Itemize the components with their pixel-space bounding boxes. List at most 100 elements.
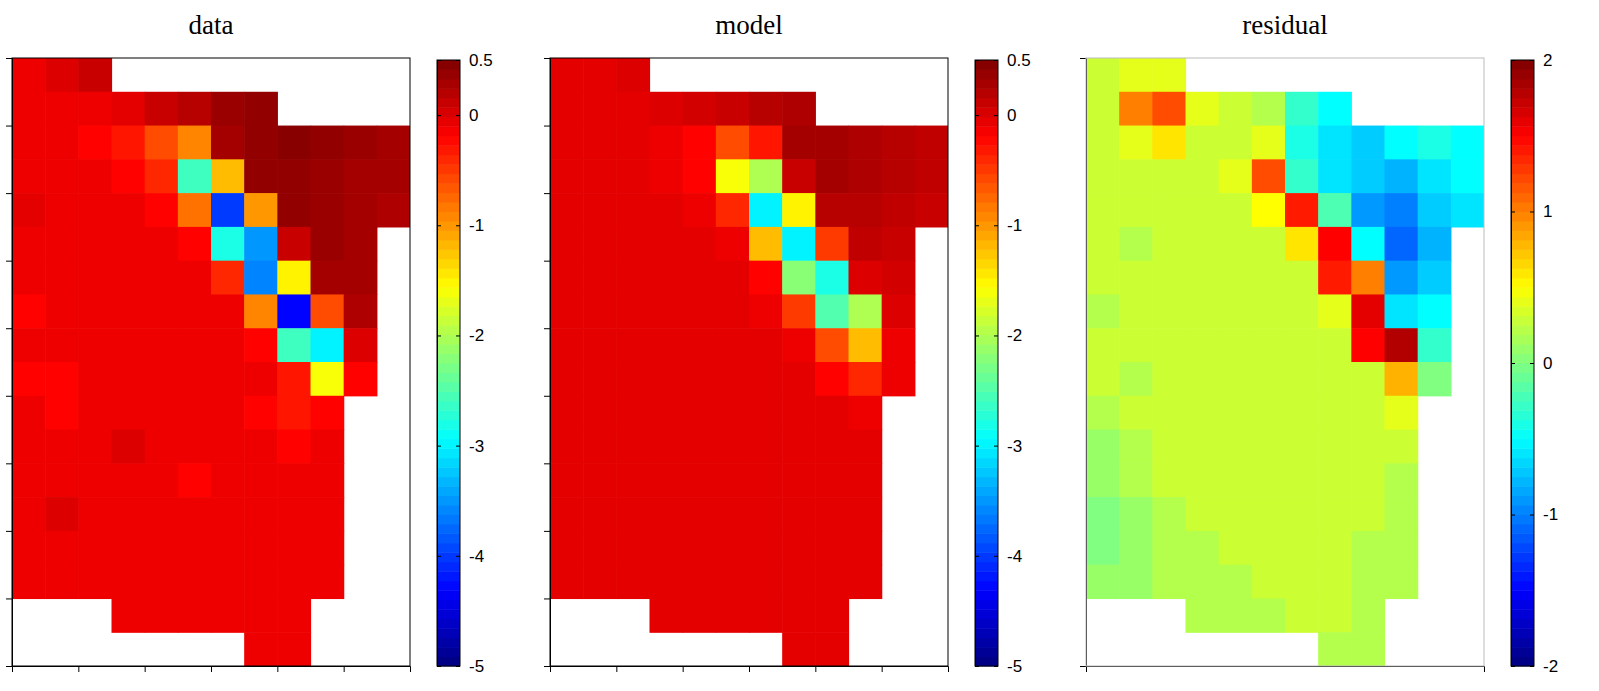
- cell: [1152, 227, 1186, 261]
- colorbar-tick: -2: [1511, 657, 1558, 676]
- cell: [1219, 565, 1253, 599]
- cell: [112, 294, 146, 328]
- cell: [1086, 261, 1120, 295]
- cell: [78, 497, 112, 531]
- colorbar-band: [437, 647, 460, 657]
- cell: [45, 193, 79, 227]
- cell: [45, 126, 79, 160]
- colorbar-tick-mark: [437, 115, 441, 116]
- cell: [244, 261, 278, 295]
- cell: [749, 598, 783, 632]
- colorbar-band: [1511, 581, 1534, 591]
- cell: [716, 193, 750, 227]
- cell: [1086, 565, 1120, 599]
- cell: [716, 430, 750, 464]
- cell: [1351, 531, 1385, 565]
- colorbar-band: [1511, 552, 1534, 562]
- cell: [782, 227, 816, 261]
- cell: [849, 430, 883, 464]
- colorbar-tick-label: -1: [1543, 505, 1558, 524]
- cell: [211, 463, 245, 497]
- cell: [650, 193, 684, 227]
- cell: [78, 362, 112, 396]
- cell: [344, 126, 378, 160]
- cell: [1385, 463, 1419, 497]
- cell: [1351, 328, 1385, 362]
- colorbar-band: [437, 562, 460, 572]
- cell: [650, 497, 684, 531]
- colorbar-band: [1511, 410, 1534, 420]
- colorbar-band: [1511, 372, 1534, 382]
- cell: [1285, 193, 1319, 227]
- colorbar-band: [437, 221, 460, 231]
- colorbar: 0.50-1-2-3-4-5: [975, 51, 1031, 676]
- cell: [716, 92, 750, 126]
- cell: [683, 463, 717, 497]
- cell: [78, 159, 112, 193]
- cell: [145, 92, 179, 126]
- cell: [882, 193, 916, 227]
- tick: [882, 666, 883, 672]
- cell: [1285, 261, 1319, 295]
- cell: [277, 463, 311, 497]
- colorbar-tick-mark: [456, 335, 460, 336]
- colorbar-band: [437, 505, 460, 515]
- colorbar-band: [1511, 230, 1534, 240]
- cell: [683, 159, 717, 193]
- colorbar-band: [975, 429, 998, 439]
- colorbar-tick: -2: [975, 326, 1022, 345]
- colorbar-band: [437, 212, 460, 222]
- colorbar-band: [975, 202, 998, 212]
- cell: [12, 531, 46, 565]
- colorbar-band: [437, 335, 460, 345]
- colorbar-band: [1511, 391, 1534, 401]
- cell: [1119, 92, 1153, 126]
- colorbar-tick: 1: [1511, 202, 1552, 221]
- cell: [882, 261, 916, 295]
- cell: [616, 362, 650, 396]
- cell: [616, 531, 650, 565]
- colorbar-band: [1511, 79, 1534, 89]
- cell: [1285, 598, 1319, 632]
- cell: [1252, 294, 1286, 328]
- cell: [1385, 126, 1419, 160]
- tick-mark: [6, 261, 12, 262]
- cell: [211, 362, 245, 396]
- x-axis: [1087, 667, 1485, 673]
- cell: [616, 430, 650, 464]
- cell: [78, 58, 112, 92]
- colorbar-band: [975, 391, 998, 401]
- colorbar-tick-label: 2: [1543, 51, 1552, 70]
- cell: [716, 463, 750, 497]
- cell: [1219, 294, 1253, 328]
- colorbar-band: [1511, 325, 1534, 335]
- colorbar-band: [975, 249, 998, 259]
- colorbar-band: [437, 278, 460, 288]
- colorbar-tick-label: -4: [1007, 547, 1022, 566]
- colorbar-frame: [437, 60, 460, 666]
- colorbar-axis: 210-1-2: [1511, 51, 1558, 676]
- colorbar-band: [975, 638, 998, 648]
- cell: [815, 430, 849, 464]
- colorbar-band: [975, 515, 998, 525]
- cell: [1318, 328, 1352, 362]
- cell: [849, 227, 883, 261]
- cell: [277, 362, 311, 396]
- cell: [178, 92, 212, 126]
- cell: [583, 565, 617, 599]
- cell: [244, 126, 278, 160]
- colorbar-band: [437, 571, 460, 581]
- cell: [1086, 227, 1120, 261]
- cell: [1186, 497, 1220, 531]
- cell: [211, 430, 245, 464]
- cell: [915, 126, 948, 160]
- cell: [12, 294, 46, 328]
- cell: [550, 396, 584, 430]
- cell: [178, 430, 212, 464]
- cell: [12, 430, 46, 464]
- colorbar-band: [1511, 174, 1534, 184]
- colorbar-band: [437, 581, 460, 591]
- colorbar-band: [437, 136, 460, 146]
- cell: [211, 227, 245, 261]
- cell: [1385, 362, 1419, 396]
